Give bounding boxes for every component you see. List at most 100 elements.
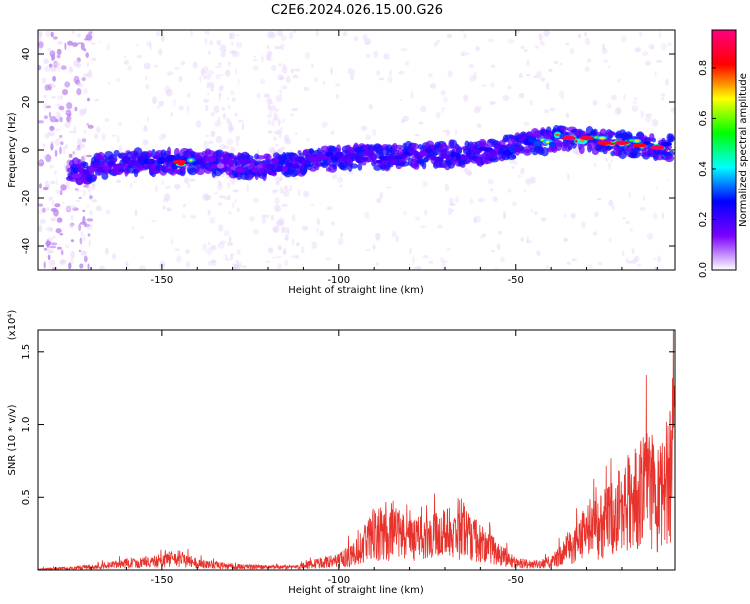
- spectrogram-speckle: [266, 50, 273, 56]
- spectrogram-speckle: [173, 98, 176, 106]
- spectrogram-speckle: [387, 76, 393, 83]
- spectrogram-speckle: [653, 266, 657, 270]
- spectrogram-speckle: [422, 255, 429, 259]
- spectrogram-speckle: [490, 249, 495, 253]
- spectrogram-speckle: [235, 259, 240, 264]
- spectrogram-speckle: [252, 197, 259, 203]
- spectrogram-speckle: [106, 44, 111, 51]
- spectrogram-speckle: [208, 50, 211, 55]
- spectrogram-speckle: [445, 129, 450, 137]
- spectrogram-speckle: [76, 88, 82, 96]
- spectrogram-speckle: [365, 42, 368, 45]
- spectrogram-speckle: [304, 51, 310, 60]
- spectrogram-hotspot: [465, 151, 471, 158]
- spectrogram-speckle: [277, 63, 283, 67]
- spectrogram-speckle: [608, 162, 611, 170]
- spectrogram-speckle: [490, 82, 495, 88]
- spectrogram-speckle: [61, 106, 65, 112]
- spectrogram-speckle: [88, 239, 91, 247]
- spectrogram-speckle: [98, 41, 101, 44]
- spectrogram-ridge-cell: [357, 163, 363, 171]
- colorbar-tick-label: 0.2: [698, 212, 709, 228]
- spectrogram-speckle: [404, 60, 410, 67]
- spectrogram-speckle: [154, 64, 159, 68]
- spectrogram-speckle: [218, 96, 221, 102]
- spectrogram-speckle: [62, 147, 66, 155]
- spectrogram-speckle: [219, 144, 226, 149]
- spectrogram-speckle: [65, 205, 71, 212]
- spectrogram-speckle: [441, 262, 447, 270]
- spectrogram-speckle: [73, 126, 77, 134]
- spectrogram-speckle: [152, 96, 158, 104]
- spectrogram-speckle: [514, 161, 518, 166]
- spectrogram-speckle: [200, 68, 205, 76]
- spectrogram-speckle: [227, 61, 232, 67]
- spectrogram-speckle: [435, 111, 441, 119]
- spectrogram-ridge-cell: [265, 153, 272, 163]
- spectrogram-speckle: [45, 154, 52, 163]
- spectrogram-speckle: [449, 202, 456, 207]
- spectrogram-speckle: [48, 63, 53, 68]
- spectrogram-ridge-cell: [349, 163, 359, 169]
- spectrogram-speckle: [52, 267, 56, 270]
- spectrogram-speckle: [221, 85, 224, 90]
- spectrogram-speckle: [91, 42, 96, 46]
- spectrogram-speckle: [463, 94, 469, 102]
- spectrogram-speckle: [338, 237, 344, 246]
- spectrogram-speckle: [230, 254, 234, 261]
- spectrogram-speckle: [565, 112, 570, 118]
- spectrogram-speckle: [285, 75, 291, 84]
- spectrogram-hotspot: [371, 155, 377, 160]
- spectrogram-speckle: [86, 71, 93, 79]
- spectrogram-speckle: [311, 63, 314, 68]
- spectrogram-speckle: [69, 223, 74, 229]
- spectrogram-speckle: [565, 42, 570, 46]
- x-tick-label: -150: [151, 575, 174, 586]
- spectrogram-speckle: [376, 197, 382, 204]
- spectrogram-speckle: [436, 39, 441, 44]
- spectrogram-speckle: [660, 42, 667, 51]
- spectrogram-speckle: [492, 196, 498, 202]
- spectrogram-speckle: [666, 178, 670, 181]
- spectrogram-speckle: [81, 250, 88, 254]
- spectrogram-hotspot: [127, 160, 136, 167]
- spectrogram-speckle: [50, 141, 55, 144]
- spectrogram-speckle: [206, 82, 211, 89]
- spectrogram-speckle: [469, 75, 477, 82]
- spectrogram-speckle: [213, 106, 220, 114]
- spectrogram-speckle: [282, 247, 287, 256]
- spectrogram-speckle: [81, 138, 87, 143]
- spectrogram-speckle: [450, 209, 455, 213]
- spectrogram-speckle: [166, 207, 172, 212]
- spectrogram-speckle: [290, 255, 297, 259]
- spectrogram-speckle: [295, 254, 300, 259]
- y-tick-label: 0.5: [21, 489, 32, 505]
- spectrogram-speckle: [55, 119, 59, 123]
- spectrogram-speckle: [475, 46, 480, 51]
- spectrogram-speckle: [76, 186, 79, 193]
- spectrogram-speckle: [225, 253, 227, 260]
- spectrogram-speckle: [65, 111, 70, 114]
- spectrogram-speckle: [280, 34, 287, 42]
- spectrogram-speckle: [288, 31, 294, 40]
- spectrogram-speckle: [59, 190, 63, 196]
- spectrogram-ridge-cell: [631, 148, 641, 159]
- spectrogram-speckle: [226, 117, 231, 125]
- spectrogram-speckle: [59, 259, 65, 266]
- spectrogram-speckle: [443, 96, 448, 103]
- spectrogram-speckle: [158, 134, 166, 141]
- spectrogram-speckle: [276, 219, 282, 228]
- spectrogram-speckle: [577, 33, 582, 38]
- spectrogram-speckle: [545, 265, 550, 269]
- spectrogram-speckle: [80, 155, 85, 163]
- spectrogram-hotspot: [251, 168, 259, 173]
- spectrogram-speckle: [273, 227, 277, 233]
- spectrogram-speckle: [224, 69, 231, 77]
- spectrogram-speckle: [414, 133, 420, 136]
- spectrogram-speckle: [85, 154, 93, 158]
- spectrogram-speckle: [400, 119, 405, 124]
- spectrogram-speckle: [104, 247, 109, 255]
- spectrogram-speckle: [284, 237, 289, 241]
- spectrogram-speckle: [596, 198, 602, 201]
- spectrogram-speckle: [263, 93, 270, 98]
